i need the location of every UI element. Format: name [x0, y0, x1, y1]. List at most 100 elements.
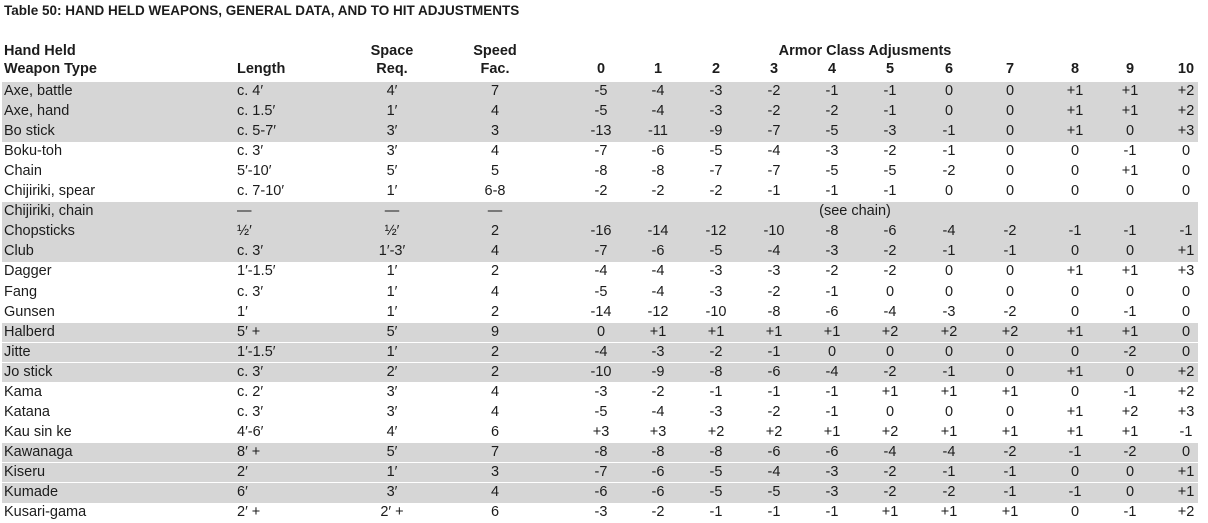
space-cell: 1′: [386, 463, 398, 480]
ac-2-adjustment-cell: -2: [709, 343, 723, 360]
ac-8-adjustment-cell: 0: [1070, 183, 1080, 200]
ac-2-adjustment-cell: -5: [709, 463, 723, 480]
ac-5-adjustment-cell: +2: [881, 423, 899, 440]
ac-4-adjustment-cell: -8: [825, 223, 839, 240]
table-row: Axe, hand c. 1.5′ 1′ 4 -5 -4 -3 -2 -2 -1 0 0 +1 +1 +2: [2, 102, 1198, 122]
ac-9-adjustment-cell: -1: [1123, 504, 1137, 521]
header-ac-2: 2: [711, 61, 721, 77]
ac-0-adjustment-cell: -2: [594, 183, 608, 200]
ac-2-adjustment-cell: -5: [709, 484, 723, 500]
speed-cell: —: [487, 203, 503, 220]
ac-7-adjustment-cell: 0: [1005, 183, 1015, 200]
ac-9-adjustment-cell: +1: [1121, 103, 1139, 120]
ac-3-adjustment-cell: -3: [767, 263, 781, 280]
ac-7-adjustment-cell: 0: [1005, 343, 1015, 360]
ac-5-adjustment-cell: -1: [883, 83, 897, 99]
ac-3-adjustment-cell: -4: [767, 463, 781, 480]
ac-5-adjustment-cell: -2: [883, 143, 897, 160]
ac-1-adjustment-cell: -4: [651, 263, 665, 280]
ac-2-adjustment-cell: -7: [709, 163, 723, 180]
ac-9-adjustment-cell: -2: [1123, 343, 1137, 360]
ac-2-adjustment-cell: -1: [709, 383, 723, 400]
ac-3-adjustment-cell: +2: [765, 423, 783, 440]
length-cell: c. 3′: [237, 363, 264, 380]
length-cell: c. 7-10′: [237, 183, 285, 200]
ac-5-adjustment-cell: 0: [885, 403, 895, 420]
ac-3-adjustment-cell: -4: [767, 143, 781, 160]
ac-7-adjustment-cell: 0: [1005, 103, 1015, 120]
ac-1-adjustment-cell: -6: [651, 463, 665, 480]
space-cell: 5′: [386, 163, 398, 180]
ac-2-adjustment-cell: -5: [709, 243, 723, 260]
space-cell: 1′-3′: [378, 243, 406, 260]
length-cell: c. 4′: [237, 83, 264, 99]
see-chain-note: (see chain): [819, 203, 891, 220]
ac-8-adjustment-cell: +1: [1066, 263, 1084, 280]
ac-6-adjustment-cell: -1: [942, 463, 956, 480]
table-row: Halberd 5′ + 5′ 9 0 +1 +1 +1 +1 +2 +2 +2 +1 +1 0: [2, 322, 1198, 343]
ac-2-adjustment-cell: -12: [705, 223, 727, 240]
ac-7-adjustment-cell: -2: [1003, 443, 1017, 460]
ac-9-adjustment-cell: 0: [1125, 123, 1135, 140]
space-cell: 2′ +: [380, 504, 404, 521]
header-speed-line1: Speed: [473, 43, 517, 59]
ac-5-adjustment-cell: 0: [885, 343, 895, 360]
ac-10-adjustment-cell: 0: [1181, 303, 1191, 320]
space-cell: 5′: [386, 323, 398, 340]
header-ac-3: 3: [769, 61, 779, 77]
weapon-name-cell: Jitte: [4, 343, 31, 360]
speed-cell: 4: [490, 103, 500, 120]
weapon-name-cell: Kusari-gama: [4, 504, 87, 521]
table-row: Club c. 3′ 1′-3′ 4 -7 -6 -5 -4 -3 -2 -1 -1 0 0 +1: [2, 242, 1198, 262]
ac-6-adjustment-cell: 0: [944, 183, 954, 200]
ac-9-adjustment-cell: 0: [1125, 463, 1135, 480]
header-ac-9: 9: [1125, 61, 1135, 77]
ac-7-adjustment-cell: -1: [1003, 243, 1017, 260]
ac-9-adjustment-cell: -1: [1123, 303, 1137, 320]
ac-0-adjustment-cell: -3: [594, 383, 608, 400]
ac-10-adjustment-cell: +2: [1177, 383, 1195, 400]
ac-4-adjustment-cell: -1: [825, 403, 839, 420]
ac-3-adjustment-cell: -7: [767, 163, 781, 180]
weapon-name-cell: Kumade: [4, 484, 59, 500]
weapon-name-cell: Axe, hand: [4, 103, 70, 120]
table-row: Fang c. 3′ 1′ 4 -5 -4 -3 -2 -1 0 0 0 0 0 0: [0, 283, 1208, 303]
ac-8-adjustment-cell: +1: [1066, 123, 1084, 140]
ac-5-adjustment-cell: +1: [881, 504, 899, 521]
speed-cell: 9: [490, 323, 500, 340]
ac-2-adjustment-cell: -1: [709, 504, 723, 521]
ac-6-adjustment-cell: +1: [940, 383, 958, 400]
table-title: Table 50: HAND HELD WEAPONS, GENERAL DAT…: [4, 3, 520, 18]
weapon-name-cell: Bo stick: [4, 123, 55, 140]
ac-2-adjustment-cell: -3: [709, 403, 723, 420]
ac-5-adjustment-cell: -6: [883, 223, 897, 240]
ac-1-adjustment-cell: -11: [648, 123, 668, 140]
length-cell: —: [237, 203, 252, 220]
ac-9-adjustment-cell: -1: [1123, 223, 1137, 240]
speed-cell: 6-8: [484, 183, 506, 200]
ac-9-adjustment-cell: +1: [1121, 323, 1139, 340]
ac-7-adjustment-cell: +1: [1001, 383, 1019, 400]
ac-9-adjustment-cell: 0: [1125, 183, 1135, 200]
length-cell: 2′: [237, 463, 248, 480]
length-cell: 8′ +: [237, 443, 261, 460]
ac-9-adjustment-cell: 0: [1125, 484, 1135, 500]
ac-5-adjustment-cell: +2: [881, 323, 899, 340]
ac-10-adjustment-cell: 0: [1181, 143, 1191, 160]
ac-0-adjustment-cell: -8: [594, 443, 608, 460]
ac-3-adjustment-cell: -8: [767, 303, 781, 320]
ac-6-adjustment-cell: -1: [942, 123, 956, 140]
table-row: Chain 5′-10′ 5′ 5 -8 -8 -7 -7 -5 -5 -2 0 0 +1 0: [0, 162, 1208, 182]
header-ac-1: 1: [653, 61, 663, 77]
ac-10-adjustment-cell: +3: [1177, 123, 1195, 140]
ac-9-adjustment-cell: +1: [1121, 163, 1139, 180]
speed-cell: 5: [490, 163, 500, 180]
ac-4-adjustment-cell: -1: [825, 183, 839, 200]
header-ac-4: 4: [827, 61, 837, 77]
ac-10-adjustment-cell: +2: [1177, 363, 1195, 380]
speed-cell: 3: [490, 463, 500, 480]
ac-8-adjustment-cell: 0: [1070, 504, 1080, 521]
ac-4-adjustment-cell: -3: [825, 484, 839, 500]
length-cell: c. 5-7′: [237, 123, 276, 140]
ac-10-adjustment-cell: 0: [1181, 163, 1191, 180]
